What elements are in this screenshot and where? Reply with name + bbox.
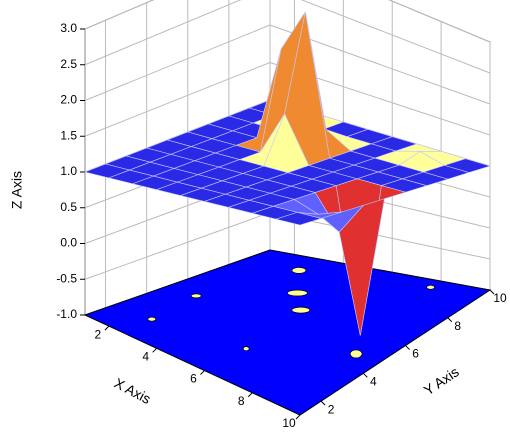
tick-mark bbox=[200, 370, 205, 375]
y-tick-label: 8 bbox=[454, 319, 461, 333]
tick-mark bbox=[447, 317, 453, 323]
tick-mark bbox=[362, 372, 368, 378]
z-tick-label: 0.0 bbox=[60, 236, 77, 250]
contour-blob bbox=[291, 306, 311, 314]
tick-mark bbox=[320, 400, 326, 406]
grid-line bbox=[84, 24, 271, 101]
z-tick-label: -0.5 bbox=[56, 271, 77, 285]
contour-blob bbox=[190, 293, 202, 299]
x-tick-label: 8 bbox=[238, 394, 245, 408]
x-tick-label: 10 bbox=[282, 416, 296, 430]
tick-mark bbox=[295, 414, 301, 420]
z-tick-label: 0.5 bbox=[60, 200, 77, 214]
contour-blob bbox=[291, 267, 307, 274]
z-tick-label: 1.0 bbox=[60, 164, 77, 178]
z-tick-label: 2.5 bbox=[60, 57, 77, 71]
x-tick-label: 2 bbox=[95, 327, 102, 341]
z-tick-label: 2.0 bbox=[60, 93, 77, 107]
contour-blob bbox=[426, 284, 435, 290]
tick-mark bbox=[247, 392, 253, 398]
y-tick-label: 4 bbox=[370, 375, 377, 389]
tick-mark bbox=[405, 345, 410, 350]
contour-blob bbox=[242, 346, 250, 352]
grid-line bbox=[84, 0, 155, 30]
y-tick-label: 6 bbox=[412, 347, 419, 361]
tick-mark bbox=[152, 347, 158, 353]
grid-line bbox=[388, 0, 491, 43]
grid-line bbox=[84, 212, 271, 280]
grid-line bbox=[84, 0, 242, 66]
contour-blob bbox=[349, 349, 363, 359]
grid-line bbox=[84, 62, 271, 137]
x-axis-label: X Axis bbox=[112, 375, 154, 407]
x-tick-label: 4 bbox=[142, 350, 149, 364]
y-tick-label: 10 bbox=[493, 291, 507, 305]
z-tick-label: -1.0 bbox=[56, 307, 77, 321]
tick-mark bbox=[104, 325, 110, 331]
contour-blob bbox=[287, 289, 308, 297]
grid-line bbox=[300, 0, 491, 74]
z-tick-label: 3.0 bbox=[60, 21, 77, 35]
y-axis-label: Y Axis bbox=[421, 363, 462, 398]
tick-mark bbox=[489, 289, 495, 295]
contour-blob bbox=[147, 316, 157, 322]
x-tick-label: 6 bbox=[190, 372, 197, 386]
z-axis-label: Z Axis bbox=[9, 171, 25, 209]
z-tick-label: 1.5 bbox=[60, 128, 77, 142]
floor bbox=[83, 249, 492, 416]
surface-cell bbox=[275, 212, 323, 226]
y-tick-label: 2 bbox=[328, 402, 335, 416]
